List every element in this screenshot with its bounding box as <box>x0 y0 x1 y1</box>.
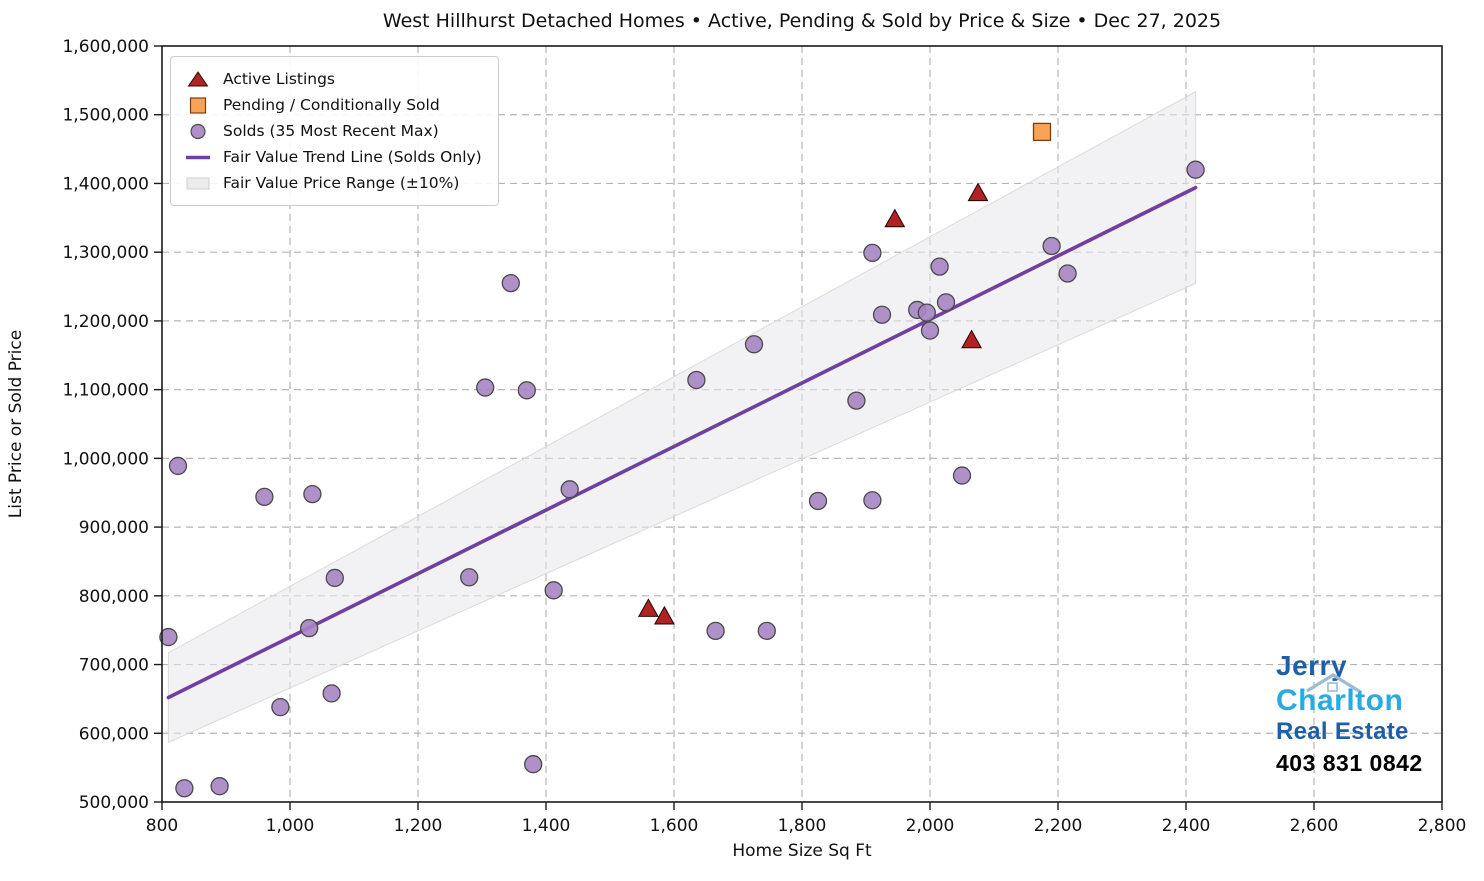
sold-point <box>847 391 866 410</box>
x-tick-label: 1,000 <box>266 816 315 836</box>
sold-point <box>1058 264 1077 283</box>
y-tick-label: 1,300,000 <box>62 243 149 263</box>
y-axis-label: List Price or Sold Price <box>6 329 26 519</box>
brokerage-logo: Jerry Charlton Real Estate 403 831 0842 <box>1276 652 1476 775</box>
legend-item-solds: Solds (35 Most Recent Max) <box>183 118 482 144</box>
y-tick-label: 1,500,000 <box>62 106 149 126</box>
x-tick-label: 1,600 <box>650 816 699 836</box>
sold-point <box>325 568 344 588</box>
sold-point <box>1042 236 1061 256</box>
y-tick-label: 600,000 <box>79 724 149 744</box>
trend-line-marker-icon <box>183 148 213 166</box>
logo-charlton-text: Charlton <box>1276 673 1476 717</box>
sold-point <box>872 305 892 324</box>
active-point <box>637 598 659 617</box>
logo-phone-number: 403 831 0842 <box>1276 750 1423 776</box>
sold-point <box>159 627 178 647</box>
active-point <box>653 605 675 625</box>
legend-label-band: Fair Value Price Range (±10%) <box>223 174 460 192</box>
legend: Active Listings Pending / Conditionally … <box>170 56 499 206</box>
pending-point <box>1032 122 1052 142</box>
active-point <box>967 182 989 202</box>
legend-label-trend: Fair Value Trend Line (Solds Only) <box>223 148 482 166</box>
legend-item-active: Active Listings <box>183 66 482 92</box>
legend-item-band: Fair Value Price Range (±10%) <box>183 170 482 196</box>
sold-point <box>936 293 956 312</box>
x-tick-label: 2,400 <box>1162 816 1211 836</box>
sold-point <box>255 487 274 507</box>
active-point <box>884 208 906 228</box>
x-tick-label: 1,800 <box>778 816 827 836</box>
active-listings-marker-icon <box>183 70 213 88</box>
x-tick-label: 2,000 <box>906 816 955 836</box>
logo-real-estate-text: Real Estate <box>1276 718 1409 745</box>
sold-point <box>952 466 972 485</box>
legend-item-trend: Fair Value Trend Line (Solds Only) <box>183 144 482 170</box>
sold-point <box>863 243 882 263</box>
y-tick-label: 1,000,000 <box>62 449 149 469</box>
sold-point <box>757 621 776 641</box>
x-tick-label: 1,200 <box>394 816 443 836</box>
sold-point <box>744 335 764 354</box>
sold-point <box>863 491 882 510</box>
sold-point <box>544 581 563 600</box>
pending-marker-icon <box>183 96 213 114</box>
sold-point <box>300 618 319 638</box>
sold-point <box>930 257 949 276</box>
y-tick-label: 500,000 <box>79 793 149 813</box>
sold-point <box>303 484 322 504</box>
sold-point <box>476 378 495 397</box>
sold-point <box>271 698 290 717</box>
sold-point <box>1186 160 1205 179</box>
chart-title: West Hillhurst Detached Homes • Active, … <box>382 10 1222 32</box>
legend-label-pending: Pending / Conditionally Sold <box>223 96 440 114</box>
sold-point <box>808 491 828 511</box>
sold-point <box>706 621 725 641</box>
sold-point <box>175 779 194 798</box>
x-tick-label: 1,400 <box>522 816 571 836</box>
fair-value-band <box>167 90 1197 744</box>
x-tick-label: 800 <box>146 816 178 836</box>
y-tick-label: 1,600,000 <box>62 37 149 57</box>
legend-item-pending: Pending / Conditionally Sold <box>183 92 482 118</box>
house-roof-icon <box>1306 673 1360 693</box>
sold-point <box>917 303 936 322</box>
sold-point <box>524 755 543 774</box>
y-tick-label: 800,000 <box>79 587 149 607</box>
trend-line <box>166 185 1198 700</box>
legend-label-active: Active Listings <box>223 70 336 88</box>
band-marker-icon <box>183 174 213 192</box>
y-tick-label: 1,400,000 <box>62 174 149 194</box>
sold-point <box>210 777 229 796</box>
solds-marker-icon <box>183 122 213 140</box>
legend-label-solds: Solds (35 Most Recent Max) <box>223 122 439 140</box>
sold-point <box>517 381 536 400</box>
x-tick-label: 2,200 <box>1034 816 1083 836</box>
sold-point <box>322 684 341 703</box>
sold-point <box>920 321 940 340</box>
sold-point <box>168 456 188 476</box>
active-point <box>961 329 983 349</box>
y-tick-label: 1,100,000 <box>62 381 149 401</box>
sold-point <box>687 370 706 390</box>
y-tick-label: 900,000 <box>79 518 149 538</box>
y-tick-label: 700,000 <box>79 656 149 676</box>
x-tick-label: 2,800 <box>1418 816 1467 836</box>
x-axis-label: Home Size Sq Ft <box>732 841 872 861</box>
logo-charlton-word: Charlton <box>1276 684 1404 717</box>
sold-point <box>501 273 520 293</box>
x-tick-label: 2,600 <box>1290 816 1339 836</box>
y-tick-label: 1,200,000 <box>62 312 149 332</box>
sold-point <box>560 480 579 499</box>
sold-point <box>460 568 479 587</box>
